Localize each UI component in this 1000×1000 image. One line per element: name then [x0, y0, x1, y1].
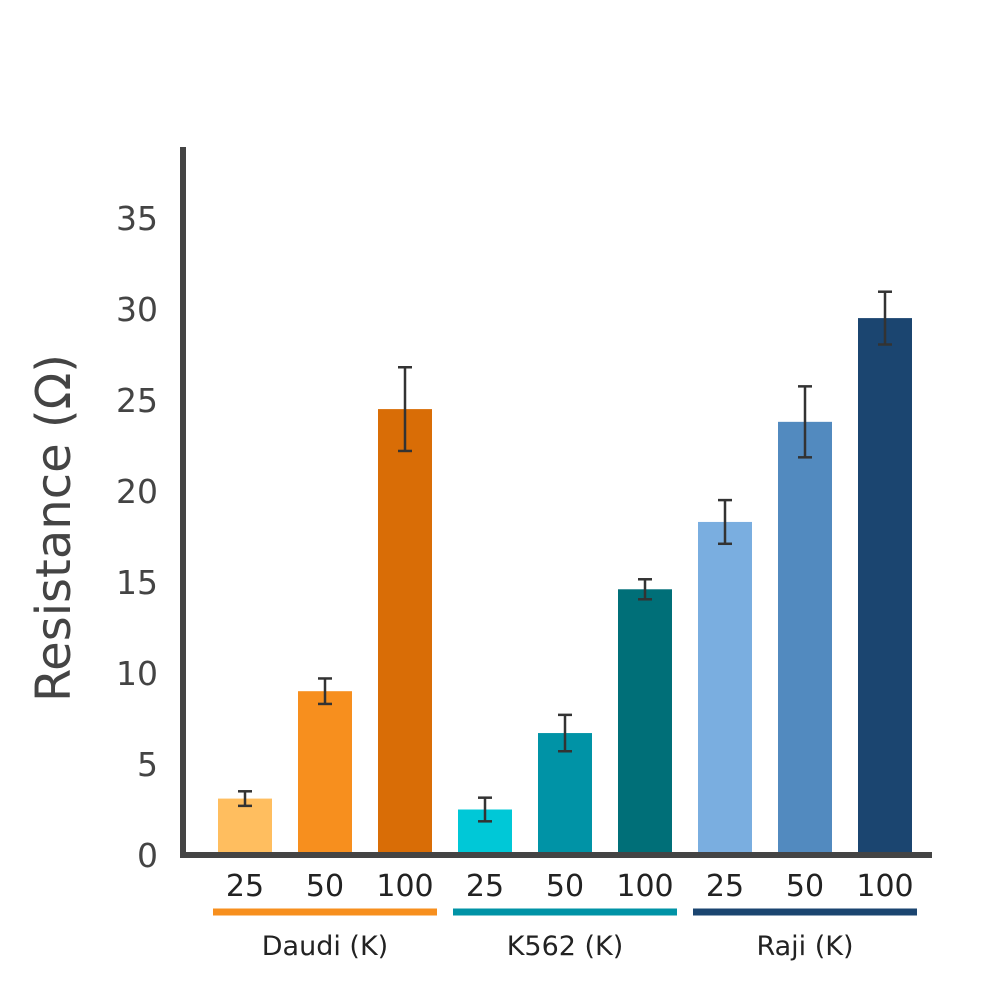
- error-bars-layer: [238, 290, 892, 823]
- group-label: K562 (K): [507, 931, 624, 962]
- x-tick-label: 50: [786, 869, 824, 904]
- group-label: Raji (K): [756, 931, 853, 962]
- group-labels-layer: Daudi (K) K562 (K) Raji (K): [213, 908, 917, 962]
- bar: [778, 421, 832, 855]
- x-tick-label: 100: [616, 869, 673, 904]
- category-labels-layer: 25 50 100 25 50 100 25 50 100: [226, 869, 914, 904]
- bar: [378, 409, 432, 855]
- error-bar: [318, 677, 332, 706]
- x-tick-label: 100: [856, 869, 913, 904]
- y-tick-label: 35: [116, 199, 158, 238]
- bar: [298, 691, 352, 855]
- y-tick-label: 10: [116, 654, 158, 693]
- error-bar: [558, 713, 572, 753]
- x-tick-label: 25: [226, 869, 264, 904]
- bar: [538, 733, 592, 855]
- error-bar: [638, 578, 652, 601]
- bar: [698, 521, 752, 855]
- y-ticks-layer: 0 5 10 15 20 25 30 35: [116, 199, 158, 875]
- error-bar: [398, 365, 412, 453]
- bar: [858, 318, 912, 856]
- error-bar: [238, 790, 252, 808]
- y-tick-label: 5: [137, 745, 158, 784]
- error-bar: [718, 498, 732, 546]
- bar: [618, 589, 672, 855]
- y-tick-label: 20: [116, 472, 158, 511]
- y-tick-label: 25: [116, 381, 158, 420]
- group-label: Daudi (K): [262, 931, 388, 962]
- x-tick-label: 50: [306, 869, 344, 904]
- error-bar: [798, 385, 812, 459]
- y-tick-label: 15: [116, 563, 158, 602]
- x-tick-label: 25: [706, 869, 744, 904]
- error-bar: [478, 796, 492, 823]
- bar: [218, 798, 272, 855]
- x-tick-label: 25: [466, 869, 504, 904]
- x-tick-label: 100: [376, 869, 433, 904]
- y-axis-label: Resistance (Ω): [26, 354, 82, 702]
- y-tick-label: 30: [116, 290, 158, 329]
- bars-layer: [218, 318, 912, 856]
- error-bar: [878, 290, 892, 346]
- x-tick-label: 50: [546, 869, 584, 904]
- y-tick-label: 0: [137, 836, 158, 875]
